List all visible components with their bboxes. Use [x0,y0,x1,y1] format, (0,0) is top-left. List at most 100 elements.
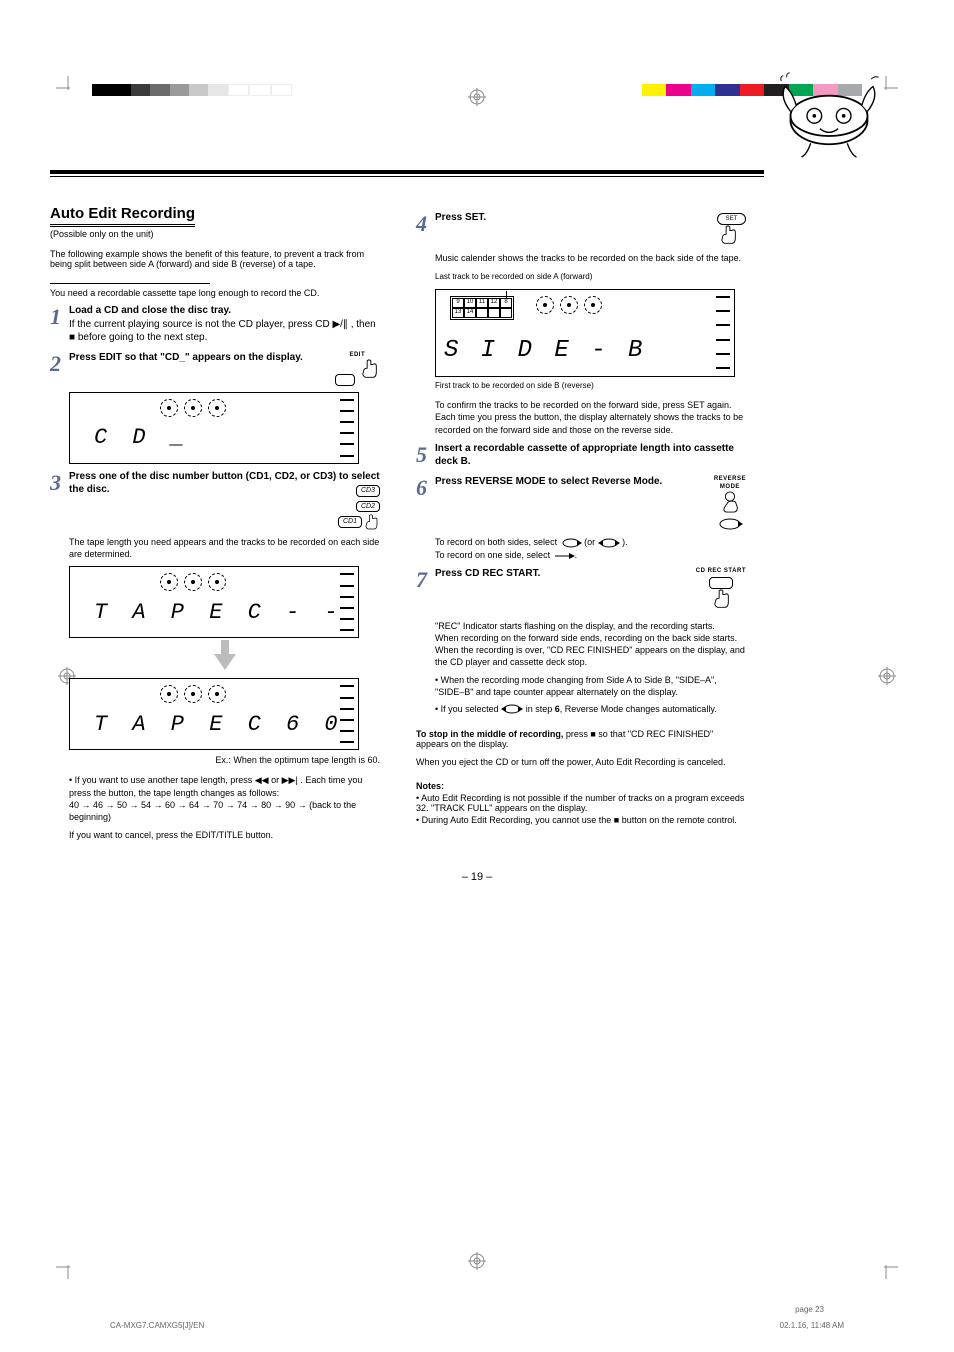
step-text: The tape length you need appears and the… [69,536,380,560]
step-text: Load a CD and close the disc tray. [69,305,231,316]
step-text: Press one of the disc number button (CD1… [69,471,380,496]
step-text: Press CD REC START. [435,568,540,579]
step-text: before going to the next step. [78,332,208,343]
disc-icon [536,296,554,314]
right-column: 4 Press SET. SET Music calender shows th… [416,205,746,841]
tape-note: You need a recordable cassette tape long… [50,288,380,298]
edit-button[interactable] [335,374,356,386]
callout-label: First track to be recorded on side B (re… [435,381,594,390]
lcd-text: T A P E C - - [94,598,344,628]
cd2-button[interactable]: CD2 [356,501,380,512]
notes-block: Notes: • Auto Edit Recording is not poss… [416,781,746,825]
lcd-display: C D _ [69,392,359,464]
eject-note: When you eject the CD or turn off the po… [416,757,746,767]
step-number: 3 [50,470,61,496]
disc-icon [208,685,226,703]
footer-timestamp: 02.1.16, 11:48 AM [780,1321,844,1330]
reverse-single-icon [553,551,575,561]
step-text: , then [351,319,376,330]
step-number: 2 [50,351,61,377]
cd1-button[interactable]: CD1 [338,516,362,527]
footer-filename: CA-MXG7.CAMXG5[J]/EN [110,1321,204,1330]
step-3: 3 Press one of the disc number button (C… [50,470,380,842]
play-pause-icon: ▶/∥ [332,319,347,330]
finger-icon [358,359,380,381]
step-6: 6 Press REVERSE MODE to select Reverse M… [416,475,746,561]
disc-icon [208,573,226,591]
section-rule-heavy [50,170,764,174]
finger-icon [710,589,732,611]
step-number: 4 [416,211,427,237]
track-grid: 91011128 1314 [450,296,514,320]
page-number: – 19 – [50,871,904,883]
mascot-illustration [774,70,884,160]
step-bullet: • If you selected in step 6, Reverse Mod… [435,703,746,716]
notes-heading: Notes: [416,781,746,791]
step-5: 5 Insert a recordable cassette of approp… [416,442,746,469]
prev-icon: ◀◀ [255,775,269,785]
disc-icon-spinning [184,573,202,591]
cd-rec-start-label: CD REC START [696,567,746,575]
step-bullet: To confirm the tracks to be recorded on … [435,399,746,435]
arrow-down-icon [210,638,240,672]
edit-button-label: EDIT [335,351,380,359]
step-1: 1 Load a CD and close the disc tray. If … [50,304,380,345]
lcd-display: T A P E C - - [69,566,359,638]
disc-icon [208,399,226,417]
set-button[interactable]: SET [717,213,746,225]
step-text: To record on both sides, select (or ). T… [435,536,746,561]
lcd-caption: Ex.: When the optimum tape length is 60. [69,754,380,766]
lcd-text: T A P E C 6 0 [94,710,344,740]
footer-page-label: page 23 [795,1305,824,1314]
disc-icon-spinning [184,685,202,703]
step-text: Insert a recordable cassette of appropri… [435,443,734,468]
divider [50,283,210,284]
lcd-display-side-b: 91011128 1314 S I D E - B [435,289,735,377]
finger-icon [717,225,739,247]
disc-icon [184,399,202,417]
step-number: 6 [416,475,427,501]
reverse-mode-icon [717,517,743,536]
step-bullet: • When the recording mode changing from … [435,674,746,698]
step-text: Press REVERSE MODE to select Reverse Mod… [435,476,662,487]
note-item: • During Auto Edit Recording, you cannot… [416,815,746,825]
cd3-button[interactable]: CD3 [356,485,380,496]
stop-rec-note: To stop in the middle of recording, pres… [416,729,746,749]
callout-label: Last track to be recorded on side A (for… [435,272,592,281]
step-2: 2 Press EDIT so that "CD_" appears on th… [50,351,380,464]
left-column: Auto Edit Recording (Possible only on th… [50,205,380,841]
lcd-text: S I D E - B [444,335,646,367]
section-intro: The following example shows the benefit … [50,249,380,269]
disc-icon [160,685,178,703]
step-text: Music calender shows the tracks to be re… [435,252,746,264]
step-text: "REC" Indicator starts flashing on the d… [435,620,746,669]
cd-rec-start-button[interactable] [709,577,733,589]
step-text: Press SET. [435,212,486,223]
section-title: Auto Edit Recording [50,205,195,227]
section-subtitle: (Possible only on the unit) [50,229,380,239]
finger-icon [362,514,380,532]
finger-icon [719,491,741,513]
stop-icon: ■ [69,332,75,343]
step-text: Press EDIT so that "CD_" appears on the … [69,352,303,363]
step-bullet: • If you want to use another tape length… [69,774,380,823]
lcd-text: C D _ [94,423,190,453]
reverse-both-icon [560,537,582,549]
stop-icon: ■ [614,815,619,825]
lcd-display: T A P E C 6 0 [69,678,359,750]
reverse-loop-icon [501,703,523,715]
page-content: Auto Edit Recording (Possible only on th… [50,70,904,1302]
step-text: If the current playing source is not the… [69,319,332,330]
step-4: 4 Press SET. SET Music calender shows th… [416,211,746,436]
disc-icon-spinning [584,296,602,314]
step-number: 5 [416,442,427,468]
disc-icon [160,399,178,417]
disc-icon-spinning [560,296,578,314]
stop-icon: ■ [590,729,595,739]
note-item: • Auto Edit Recording is not possible if… [416,793,746,813]
step-number: 1 [50,304,61,330]
disc-icon [160,573,178,591]
step-bullet: If you want to cancel, press the EDIT/TI… [69,829,380,841]
step-7: 7 Press CD REC START. CD REC START "REC"… [416,567,746,715]
step-number: 7 [416,567,427,593]
